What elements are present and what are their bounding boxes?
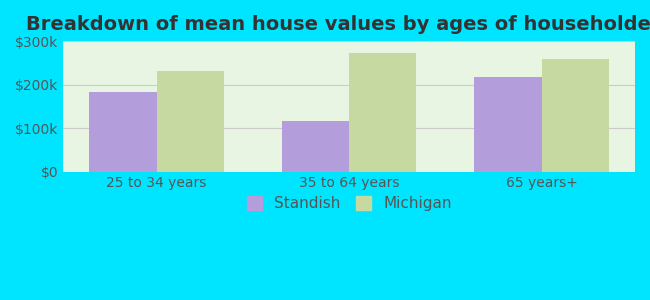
Bar: [474, 77, 541, 172]
Bar: [89, 92, 157, 172]
Bar: [157, 71, 224, 172]
Bar: [281, 121, 349, 172]
Bar: [349, 53, 417, 172]
Bar: [541, 59, 609, 172]
Title: Breakdown of mean house values by ages of householders: Breakdown of mean house values by ages o…: [26, 15, 650, 34]
Legend: Standish, Michigan: Standish, Michigan: [239, 188, 460, 219]
